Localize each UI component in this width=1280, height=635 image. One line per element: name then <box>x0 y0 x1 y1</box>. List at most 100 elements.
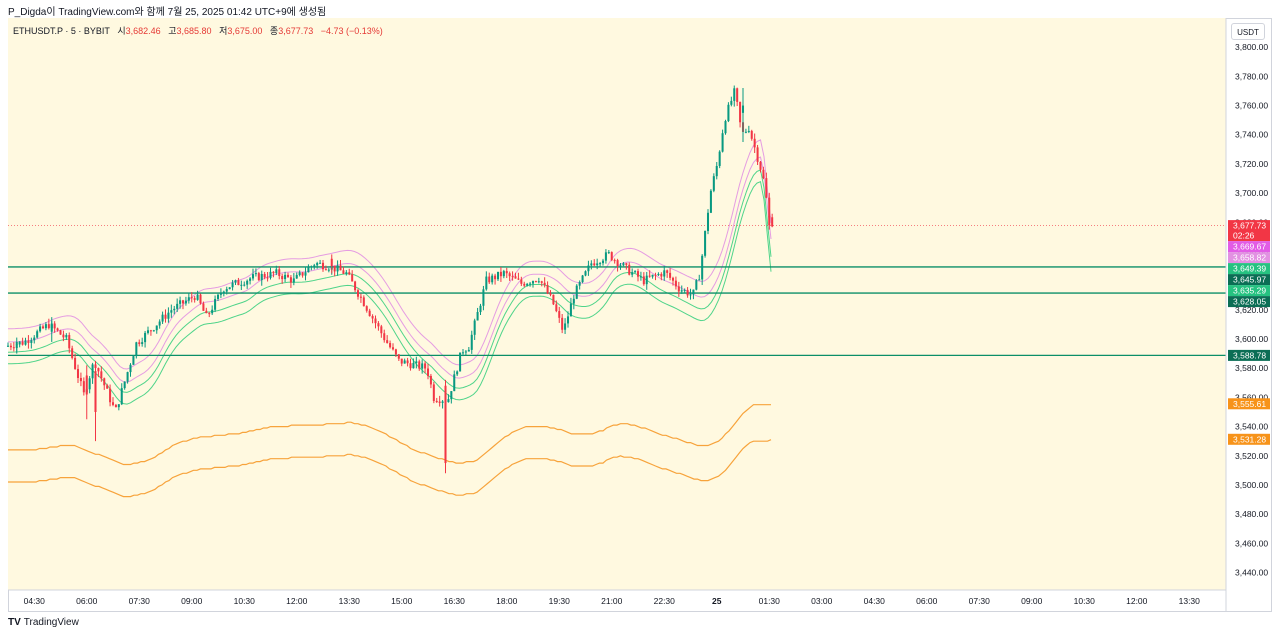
candle[interactable] <box>695 279 698 291</box>
candle[interactable] <box>488 272 491 285</box>
candle[interactable] <box>106 383 109 389</box>
candle[interactable] <box>739 101 742 128</box>
candle[interactable] <box>272 271 275 278</box>
candle[interactable] <box>362 295 365 307</box>
candle[interactable] <box>660 272 663 281</box>
candle[interactable] <box>759 160 762 173</box>
candle[interactable] <box>663 265 666 281</box>
candle[interactable] <box>120 383 123 406</box>
candle[interactable] <box>187 292 190 304</box>
candle[interactable] <box>30 337 33 349</box>
candle[interactable] <box>636 268 640 282</box>
candle[interactable] <box>441 400 444 409</box>
candle[interactable] <box>496 271 500 282</box>
candle[interactable] <box>257 271 260 281</box>
tradingview-logo[interactable]: TV TradingView <box>8 617 79 628</box>
candle[interactable] <box>747 125 750 134</box>
candle[interactable] <box>88 376 91 394</box>
candle[interactable] <box>27 335 30 349</box>
candle[interactable] <box>161 311 164 325</box>
candle[interactable] <box>249 277 252 285</box>
candle[interactable] <box>39 323 42 333</box>
candle[interactable] <box>117 404 120 411</box>
candle[interactable] <box>558 306 561 323</box>
candle[interactable] <box>491 273 494 285</box>
candle[interactable] <box>394 348 397 357</box>
candle[interactable] <box>59 329 62 335</box>
candle[interactable] <box>485 271 488 291</box>
candle[interactable] <box>526 282 529 287</box>
candle[interactable] <box>531 280 535 288</box>
candle[interactable] <box>184 296 187 306</box>
candle[interactable] <box>237 277 240 286</box>
candle[interactable] <box>447 394 450 403</box>
candle[interactable] <box>406 357 409 367</box>
candle[interactable] <box>718 150 721 169</box>
candle[interactable] <box>205 307 208 314</box>
candle[interactable] <box>36 329 39 339</box>
candle[interactable] <box>123 381 126 390</box>
candle-key-24-45[interactable] <box>741 88 745 143</box>
candle[interactable] <box>18 341 21 348</box>
candle[interactable] <box>418 359 421 371</box>
candle[interactable] <box>202 301 205 311</box>
candle[interactable] <box>753 133 756 154</box>
candle[interactable] <box>141 337 144 347</box>
candle[interactable] <box>82 377 85 396</box>
candle-key-6-15[interactable] <box>94 360 97 442</box>
candle[interactable] <box>295 272 298 279</box>
candle[interactable] <box>152 329 155 332</box>
candle[interactable] <box>552 294 555 306</box>
candle[interactable] <box>610 251 613 262</box>
candle[interactable] <box>190 292 193 303</box>
candle[interactable] <box>464 349 467 356</box>
candle[interactable] <box>409 358 412 371</box>
candle[interactable] <box>587 260 590 276</box>
candle[interactable] <box>424 361 427 374</box>
candle[interactable] <box>450 391 453 404</box>
candle[interactable] <box>100 366 103 382</box>
candle[interactable] <box>365 305 368 313</box>
candle-key-13-00[interactable] <box>330 254 333 274</box>
candle[interactable] <box>374 315 377 329</box>
candle[interactable] <box>470 330 473 354</box>
candle[interactable] <box>342 266 345 275</box>
candle[interactable] <box>12 342 15 352</box>
candle[interactable] <box>645 271 648 290</box>
candle[interactable] <box>534 280 537 283</box>
candle[interactable] <box>132 355 135 365</box>
candle[interactable] <box>648 270 651 278</box>
candle[interactable] <box>581 274 584 284</box>
candle[interactable] <box>33 335 36 344</box>
candle[interactable] <box>228 287 231 290</box>
candle[interactable] <box>476 307 479 321</box>
candle[interactable] <box>616 258 619 272</box>
candle[interactable] <box>345 270 348 276</box>
candle[interactable] <box>701 254 704 285</box>
candle[interactable] <box>482 285 485 311</box>
candle[interactable] <box>284 271 287 283</box>
candle[interactable] <box>216 293 220 301</box>
candle[interactable] <box>625 262 628 270</box>
candle-key-6-00[interactable] <box>85 365 88 420</box>
candle[interactable] <box>543 277 546 288</box>
candle[interactable] <box>572 295 575 310</box>
candle[interactable] <box>333 265 336 277</box>
candle[interactable] <box>275 265 278 276</box>
candle[interactable] <box>278 266 281 280</box>
candle[interactable] <box>266 272 269 282</box>
candle[interactable] <box>479 303 482 315</box>
candle[interactable] <box>704 230 707 258</box>
candle[interactable] <box>135 341 138 359</box>
candle[interactable] <box>53 321 56 333</box>
candle[interactable] <box>599 261 602 268</box>
candle[interactable] <box>537 277 540 284</box>
candle[interactable] <box>324 265 327 271</box>
candle[interactable] <box>724 119 727 135</box>
candle[interactable] <box>234 279 237 286</box>
price-label[interactable]: 3,531.28 <box>1228 433 1270 445</box>
candle[interactable] <box>281 273 284 284</box>
candle[interactable] <box>389 340 392 349</box>
candle[interactable] <box>359 293 362 303</box>
